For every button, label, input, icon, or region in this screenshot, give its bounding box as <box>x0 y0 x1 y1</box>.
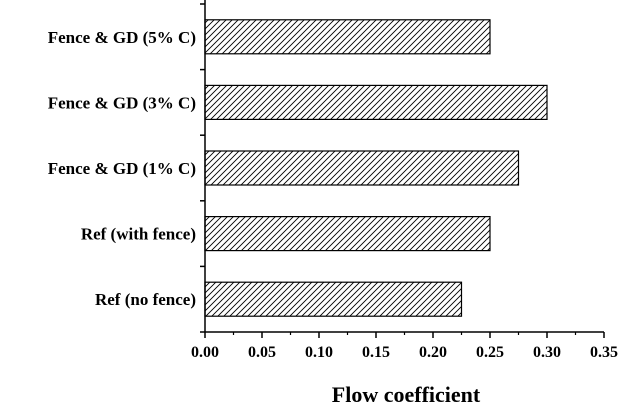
bar-0 <box>204 281 463 317</box>
category-label-1: Ref (with fence) <box>81 225 196 244</box>
x-tick-label-7: 0.35 <box>590 344 618 361</box>
x-axis-title: Flow coefficient <box>332 382 481 406</box>
category-label-2: Fence & GD (1% C) <box>48 159 196 178</box>
bar-3 <box>204 84 548 121</box>
bar-1 <box>204 216 491 252</box>
x-tick-label-3: 0.15 <box>362 344 390 361</box>
x-tick-label-6: 0.30 <box>533 344 561 361</box>
category-label-4: Fence & GD (5% C) <box>48 28 196 47</box>
category-labels: Ref (no fence) Ref (with fence) Fence & GD… <box>48 28 196 309</box>
x-tick-labels: 0.00 0.05 0.10 0.15 0.20 0.25 0.30 0.35 <box>191 344 618 361</box>
bar-2 <box>204 150 520 186</box>
x-tick-label-4: 0.20 <box>419 344 447 361</box>
bar-4 <box>204 19 491 55</box>
x-tick-label-1: 0.05 <box>248 344 276 361</box>
axes-group <box>200 0 605 338</box>
bars-group <box>204 19 548 317</box>
category-label-3: Fence & GD (3% C) <box>48 93 196 112</box>
x-tick-label-2: 0.10 <box>305 344 333 361</box>
category-label-0: Ref (no fence) <box>95 290 196 309</box>
x-tick-label-5: 0.25 <box>476 344 504 361</box>
x-tick-label-0: 0.00 <box>191 344 219 361</box>
